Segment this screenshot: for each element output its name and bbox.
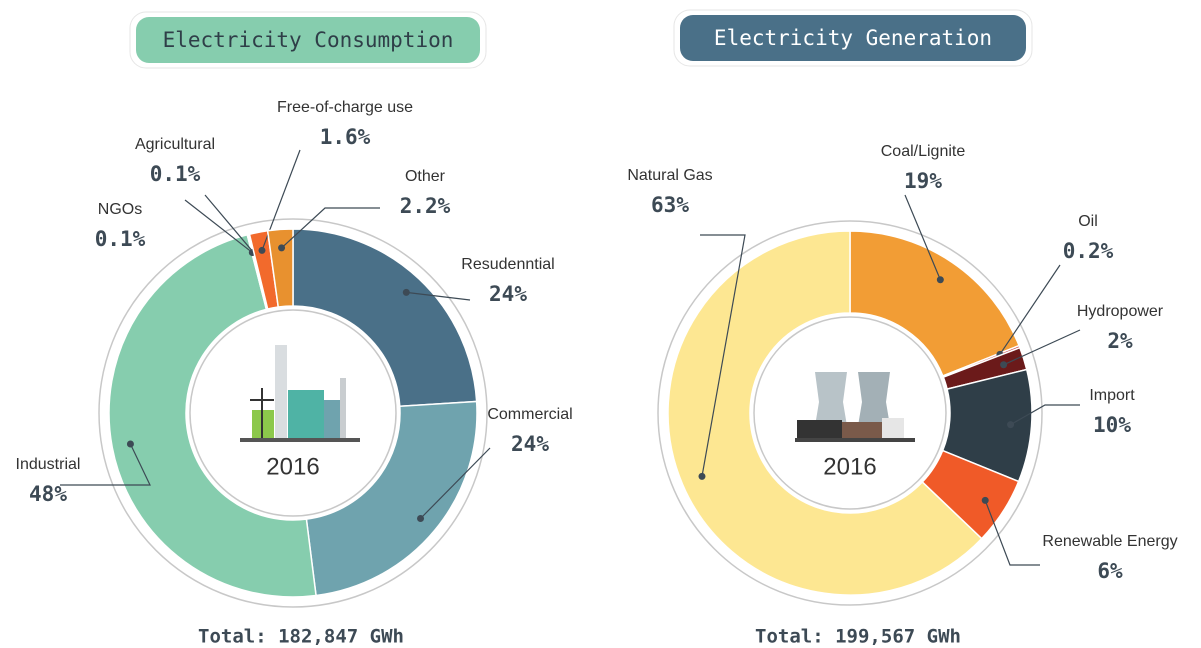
slice-value: 48% xyxy=(29,482,67,506)
slice-value: 1.6% xyxy=(320,125,371,149)
leader-dot xyxy=(278,244,286,252)
chart-title: Electricity Consumption xyxy=(163,28,454,52)
slice-value: 24% xyxy=(511,432,549,456)
leader-dot xyxy=(936,276,944,284)
slice-value: 63% xyxy=(651,193,689,217)
slice-value: 0.2% xyxy=(1063,239,1114,263)
leader-dot xyxy=(1007,421,1015,429)
leader-dot xyxy=(258,246,266,254)
leader-line xyxy=(60,443,151,486)
donut-slice xyxy=(849,230,1021,377)
outer-ring xyxy=(98,218,488,608)
donut-slice xyxy=(667,230,983,596)
leader-line xyxy=(1003,329,1081,366)
outer-ring xyxy=(657,220,1043,606)
slice-name: Agricultural xyxy=(135,136,215,153)
leader-line xyxy=(999,264,1061,355)
center-year: 2016 xyxy=(266,453,319,480)
slice-value: 19% xyxy=(904,169,942,193)
leader-dot xyxy=(402,288,410,296)
power-plant-icon xyxy=(795,372,915,442)
center-year: 2016 xyxy=(823,453,876,480)
slice-name: Other xyxy=(405,168,446,185)
leader-line xyxy=(406,291,471,301)
leader-dot xyxy=(126,440,134,448)
leader-line xyxy=(184,199,253,254)
center-circle xyxy=(753,316,947,510)
donut-slice xyxy=(108,233,317,598)
leader-line xyxy=(904,194,941,280)
donut-slice xyxy=(305,400,478,597)
leader-line xyxy=(1010,404,1080,426)
leader-line xyxy=(700,234,746,477)
chart-title: Electricity Generation xyxy=(714,26,992,50)
slice-name: Coal/Lignite xyxy=(881,143,966,160)
factory-icon xyxy=(240,345,360,442)
donut-slice xyxy=(292,228,478,408)
slice-value: 2.2% xyxy=(400,194,451,218)
leader-dot xyxy=(1000,361,1008,369)
slice-value: 0.1% xyxy=(150,162,201,186)
leader-line xyxy=(984,500,1040,566)
slice-name: Hydropower xyxy=(1077,303,1164,320)
slice-value: 24% xyxy=(489,282,527,306)
title-pill xyxy=(680,15,1026,61)
donut-slice xyxy=(266,228,294,308)
slice-name: Natural Gas xyxy=(627,167,712,184)
slice-name: NGOs xyxy=(98,201,142,218)
leader-dot xyxy=(417,514,425,522)
slice-value: 2% xyxy=(1107,329,1133,353)
leader-line xyxy=(204,194,254,253)
total: Total: 199,567 GWh xyxy=(755,626,961,648)
title-pill xyxy=(136,17,480,63)
slice-name: Commercial xyxy=(487,406,572,423)
leader-line xyxy=(281,207,380,249)
slice-name: Free-of-charge use xyxy=(277,99,413,116)
total: Total: 182,847 GWh xyxy=(198,626,404,648)
leader-line xyxy=(420,447,491,519)
leader-dot xyxy=(698,472,706,480)
leader-dot xyxy=(981,496,989,504)
slice-value: 6% xyxy=(1097,559,1123,583)
slice-value: 0.1% xyxy=(95,227,146,251)
slice-name: Oil xyxy=(1078,213,1098,230)
slice-name: Import xyxy=(1089,387,1135,404)
slice-name: Resudenntial xyxy=(461,256,554,273)
slice-value: 10% xyxy=(1093,413,1131,437)
slice-name: Industrial xyxy=(16,456,81,473)
slice-name: Renewable Energy xyxy=(1042,533,1177,550)
